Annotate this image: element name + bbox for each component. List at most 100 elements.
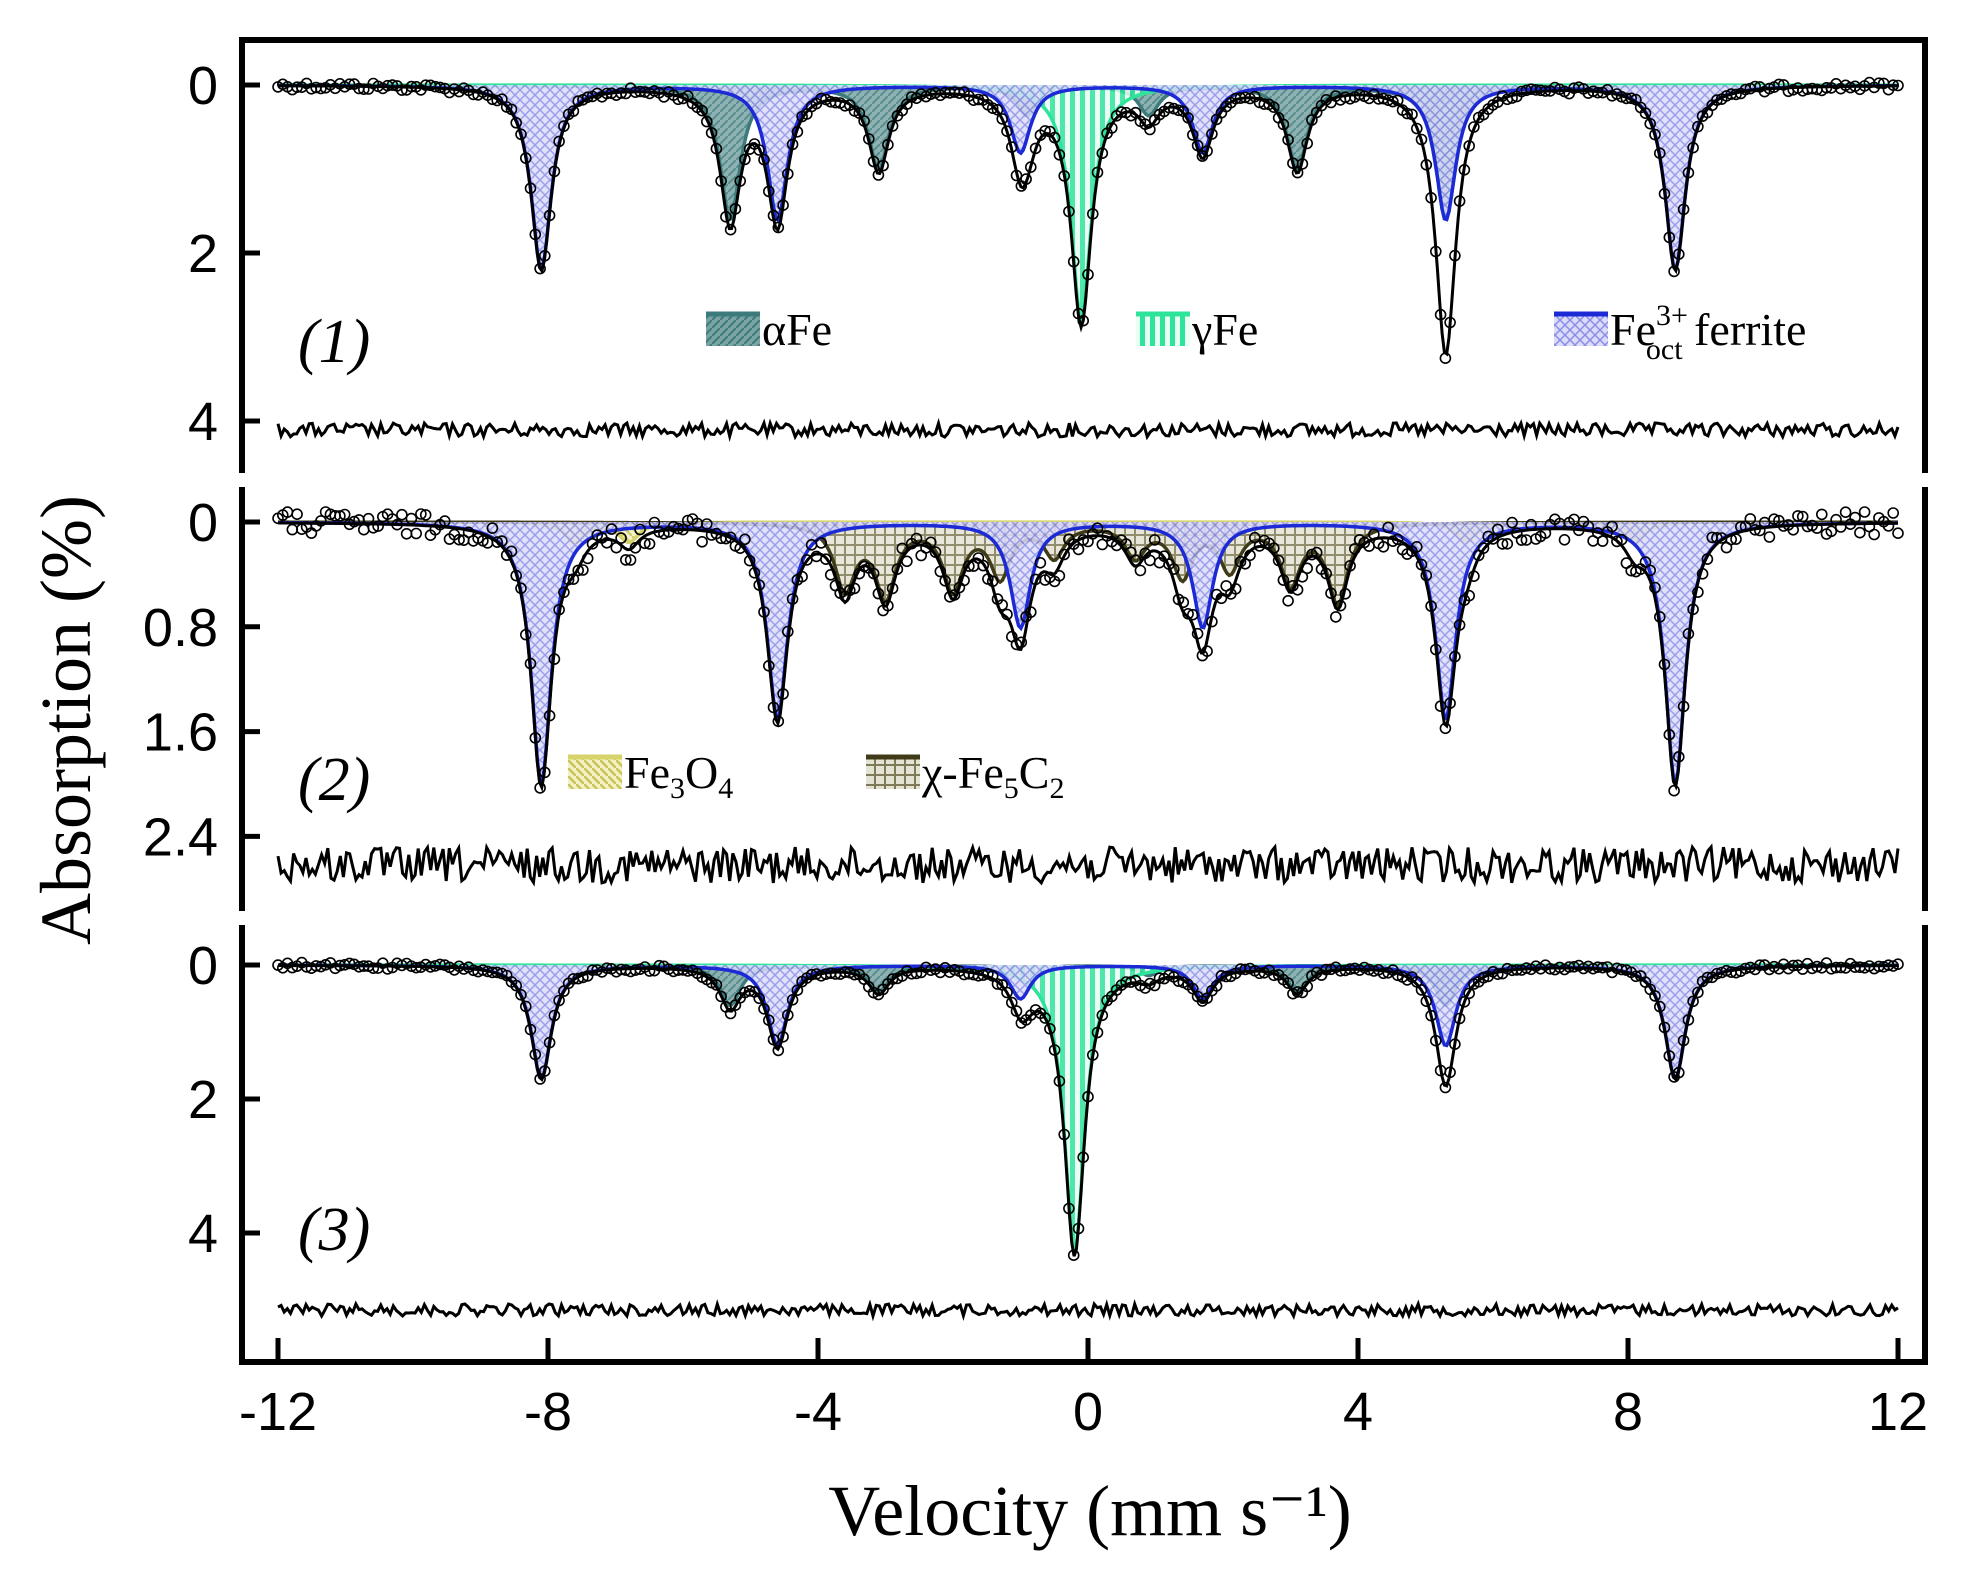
data-point bbox=[1067, 1249, 1080, 1261]
data-points-3 bbox=[272, 956, 1904, 1261]
x-tick-label-2: -4 bbox=[794, 1382, 842, 1442]
data-point bbox=[1892, 958, 1904, 971]
data-point bbox=[1272, 554, 1285, 567]
data-point bbox=[882, 138, 894, 151]
data-point bbox=[510, 569, 523, 582]
data-point bbox=[963, 560, 975, 572]
data-point bbox=[1730, 88, 1742, 101]
data-point bbox=[600, 536, 613, 549]
data-point bbox=[315, 82, 327, 95]
data-point bbox=[1677, 203, 1690, 216]
legend-label-magnetite: Fe3O4 bbox=[624, 747, 733, 805]
data-point bbox=[767, 701, 780, 714]
x-axis-title: Velocity (mm s⁻¹) bbox=[828, 1471, 1352, 1551]
data-point bbox=[1835, 961, 1847, 974]
data-point bbox=[1663, 231, 1676, 244]
data-point bbox=[581, 91, 594, 103]
legend-magnetite: Fe3O4 bbox=[568, 747, 733, 805]
residual-1 bbox=[276, 417, 1900, 443]
data-point bbox=[1144, 123, 1156, 136]
data-point bbox=[696, 104, 708, 117]
data-point bbox=[372, 520, 384, 533]
data-point bbox=[543, 709, 556, 722]
data-point bbox=[1663, 1050, 1676, 1062]
data-point bbox=[791, 984, 804, 997]
data-point bbox=[796, 570, 808, 583]
data-point bbox=[1449, 1038, 1461, 1050]
data-point bbox=[777, 1031, 789, 1043]
data-point bbox=[724, 1007, 737, 1020]
data-point bbox=[1210, 980, 1223, 992]
data-point bbox=[553, 994, 565, 1007]
data-point bbox=[1091, 522, 1104, 535]
data-point bbox=[1063, 205, 1075, 218]
data-point bbox=[334, 510, 346, 522]
data-point bbox=[496, 535, 508, 547]
data-point bbox=[1558, 533, 1571, 546]
data-point bbox=[986, 575, 999, 588]
data-point bbox=[553, 603, 565, 616]
data-point bbox=[1291, 166, 1304, 179]
data-point bbox=[1868, 528, 1880, 541]
data-point bbox=[1020, 173, 1032, 185]
data-point bbox=[1649, 990, 1661, 1002]
data-point bbox=[1658, 188, 1671, 200]
data-point bbox=[1787, 523, 1799, 536]
data-point bbox=[343, 78, 356, 90]
data-point bbox=[1353, 88, 1366, 101]
data-point bbox=[1849, 511, 1861, 524]
data-point bbox=[491, 94, 504, 107]
data-point bbox=[1615, 533, 1628, 546]
data-point bbox=[453, 533, 465, 546]
data-point bbox=[1658, 1021, 1671, 1034]
data-point bbox=[1430, 245, 1442, 258]
data-point bbox=[891, 563, 904, 576]
data-point bbox=[415, 508, 427, 520]
data-point bbox=[700, 518, 713, 530]
data-point bbox=[867, 567, 880, 580]
data-points-1 bbox=[272, 76, 1904, 365]
data-point bbox=[1091, 1026, 1104, 1039]
data-point bbox=[877, 159, 889, 172]
data-point bbox=[1106, 122, 1118, 134]
data-point bbox=[1539, 527, 1552, 539]
data-point bbox=[367, 962, 380, 975]
data-point bbox=[1506, 516, 1518, 529]
data-point bbox=[1439, 722, 1452, 735]
data-point bbox=[1458, 995, 1471, 1008]
data-point bbox=[586, 537, 599, 550]
data-point bbox=[1344, 559, 1356, 572]
data-point bbox=[1168, 563, 1180, 575]
legend-label-carbide: χ-Fe5C2 bbox=[921, 747, 1064, 805]
data-point bbox=[1749, 80, 1761, 93]
data-point bbox=[777, 199, 789, 211]
data-point bbox=[858, 115, 870, 127]
data-point bbox=[1005, 996, 1018, 1009]
data-point bbox=[772, 221, 785, 234]
data-point bbox=[1673, 750, 1685, 763]
data-point bbox=[1296, 570, 1309, 583]
data-point bbox=[1129, 554, 1142, 567]
data-point bbox=[934, 565, 947, 578]
data-point bbox=[515, 128, 527, 141]
legend-swatch-ferrite bbox=[1554, 312, 1608, 346]
data-point bbox=[1682, 1014, 1695, 1026]
data-point bbox=[991, 978, 1004, 990]
data-point bbox=[291, 508, 303, 521]
data-point bbox=[1754, 959, 1766, 972]
data-point bbox=[753, 992, 766, 1005]
data-point bbox=[710, 142, 723, 155]
data-point bbox=[524, 1023, 537, 1036]
data-point bbox=[643, 538, 656, 550]
data-point bbox=[1144, 554, 1156, 567]
data-point bbox=[1687, 603, 1699, 616]
data-point bbox=[286, 961, 299, 974]
data-point bbox=[1082, 1090, 1094, 1103]
data-point bbox=[1048, 1044, 1061, 1056]
legend-swatch-gammaFe bbox=[1136, 312, 1190, 346]
data-point bbox=[1492, 968, 1504, 981]
component-fill-ferrite-2 bbox=[278, 522, 1898, 785]
data-point bbox=[538, 250, 551, 262]
data-point bbox=[743, 554, 756, 567]
data-point bbox=[624, 554, 637, 566]
